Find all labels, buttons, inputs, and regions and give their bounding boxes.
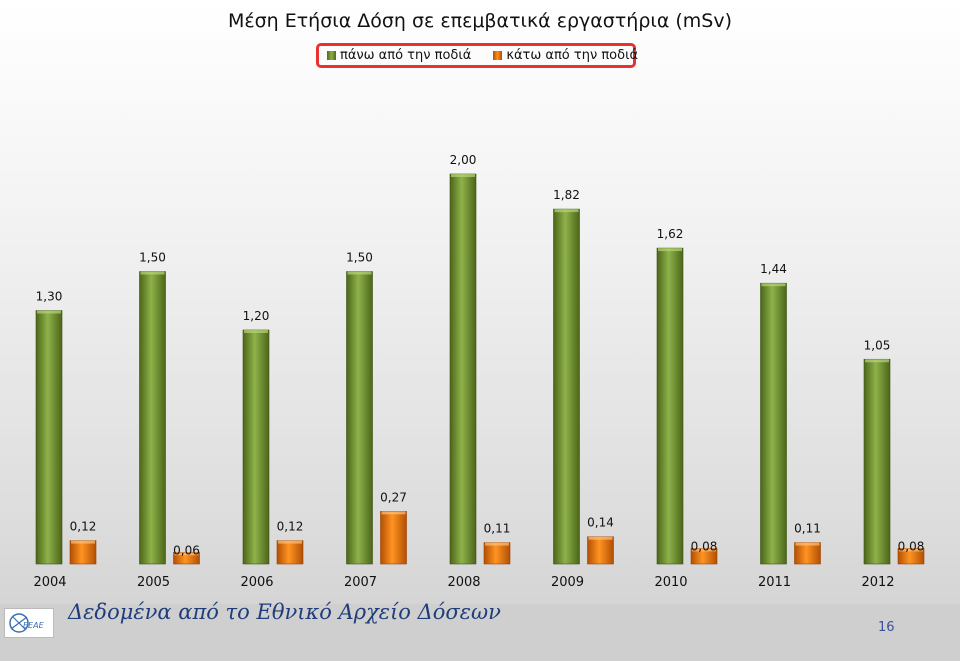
bar-above-apron-highlight-2010 bbox=[658, 248, 682, 252]
legend-item-below-apron: κάτω από την ποδιά bbox=[493, 48, 638, 63]
data-label-below-apron-2004: 0,12 bbox=[70, 520, 97, 534]
x-tick-label-2006: 2006 bbox=[240, 575, 273, 590]
legend-item-above-apron: πάνω από την ποδιά bbox=[327, 48, 471, 63]
bar-below-apron-highlight-2004 bbox=[71, 540, 95, 544]
legend-label-below-apron: κάτω από την ποδιά bbox=[506, 48, 639, 63]
bar-above-apron-highlight-2006 bbox=[244, 330, 268, 333]
logo-text: ΕΕΑΕ bbox=[23, 621, 45, 630]
data-label-below-apron-2011: 0,11 bbox=[794, 522, 821, 536]
bar-above-apron-2004 bbox=[35, 310, 63, 565]
bar-below-apron-highlight-2010 bbox=[692, 548, 716, 552]
data-label-above-apron-2010: 1,62 bbox=[657, 227, 684, 241]
x-tick-label-2010: 2010 bbox=[654, 575, 687, 590]
data-label-above-apron-2006: 1,20 bbox=[243, 309, 270, 323]
bar-below-apron-highlight-2009 bbox=[588, 536, 613, 540]
page-number: 16 bbox=[878, 620, 895, 635]
data-label-below-apron-2012: 0,08 bbox=[898, 539, 925, 553]
legend: πάνω από την ποδιά κάτω από την ποδιά bbox=[316, 43, 638, 68]
data-label-below-apron-2005: 0,06 bbox=[173, 543, 200, 557]
bar-below-apron-highlight-2007 bbox=[381, 511, 406, 515]
data-label-above-apron-2011: 1,44 bbox=[760, 262, 787, 276]
data-label-above-apron-2005: 1,50 bbox=[139, 251, 166, 265]
bar-above-apron-highlight-2005 bbox=[140, 271, 165, 275]
data-label-above-apron-2007: 1,50 bbox=[346, 251, 373, 265]
bar-below-apron-highlight-2012 bbox=[899, 548, 923, 552]
bar-above-apron-2007 bbox=[346, 271, 373, 565]
bar-above-apron-2012 bbox=[863, 358, 891, 565]
bar-below-apron-highlight-2006 bbox=[278, 540, 302, 544]
source-note: Δεδομένα από το Εθνικό Αρχείο Δόσεων bbox=[68, 600, 501, 624]
bar-above-apron-2008 bbox=[449, 173, 477, 565]
logo: ΕΕΑΕ bbox=[4, 608, 54, 638]
bar-below-apron-2006 bbox=[276, 540, 304, 565]
data-label-above-apron-2008: 2,00 bbox=[450, 153, 477, 167]
bar-below-apron-highlight-2008 bbox=[485, 542, 509, 546]
bar-above-apron-2005 bbox=[139, 271, 166, 565]
data-label-below-apron-2009: 0,14 bbox=[587, 516, 614, 530]
data-label-above-apron-2012: 1,05 bbox=[864, 338, 891, 352]
bar-below-apron-highlight-2011 bbox=[795, 542, 820, 546]
bar-above-apron-highlight-2011 bbox=[761, 283, 786, 287]
data-label-above-apron-2009: 1,82 bbox=[553, 188, 580, 202]
x-tick-label-2007: 2007 bbox=[344, 575, 377, 590]
x-tick-label-2004: 2004 bbox=[33, 575, 66, 590]
bar-above-apron-highlight-2007 bbox=[347, 271, 372, 275]
data-label-above-apron-2004: 1,30 bbox=[36, 290, 63, 304]
chart-title: Μέση Ετήσια Δόση σε επεμβατικά εργαστήρι… bbox=[227, 10, 733, 32]
bar-above-apron-2009 bbox=[553, 208, 580, 565]
legend-label-above-apron: πάνω από την ποδιά bbox=[340, 48, 472, 63]
bar-above-apron-highlight-2009 bbox=[554, 209, 579, 213]
x-tick-label-2005: 2005 bbox=[137, 575, 170, 590]
bar-above-apron-2006 bbox=[242, 329, 270, 565]
bar-below-apron-2008 bbox=[483, 542, 511, 565]
bar-above-apron-2011 bbox=[760, 282, 787, 565]
data-label-below-apron-2006: 0,12 bbox=[277, 520, 304, 534]
x-tick-label-2012: 2012 bbox=[861, 575, 894, 590]
bar-below-apron-2004 bbox=[69, 540, 97, 565]
x-tick-label-2011: 2011 bbox=[758, 575, 791, 590]
bar-below-apron-2011 bbox=[794, 542, 821, 565]
bar-below-apron-highlight-2005 bbox=[174, 552, 199, 556]
x-tick-label-2009: 2009 bbox=[551, 575, 584, 590]
bar-above-apron-highlight-2008 bbox=[451, 174, 475, 177]
legend-swatch-green bbox=[327, 51, 336, 60]
data-label-below-apron-2007: 0,27 bbox=[380, 490, 407, 504]
bar-above-apron-highlight-2004 bbox=[37, 310, 61, 314]
data-label-below-apron-2010: 0,08 bbox=[691, 539, 718, 553]
legend-swatch-orange bbox=[493, 51, 503, 60]
bar-below-apron-2007 bbox=[380, 511, 407, 565]
bar-above-apron-highlight-2012 bbox=[865, 359, 889, 363]
bar-above-apron-2010 bbox=[656, 247, 684, 565]
chart-plot: 1,30 0,12 1,50 0,06 1,20 0,12 1,50 0,27 2,00 0,11… bbox=[33, 153, 925, 590]
data-label-below-apron-2008: 0,11 bbox=[484, 522, 511, 536]
footer-bar bbox=[0, 604, 960, 661]
x-tick-label-2008: 2008 bbox=[447, 575, 480, 590]
bar-below-apron-2009 bbox=[587, 536, 614, 565]
